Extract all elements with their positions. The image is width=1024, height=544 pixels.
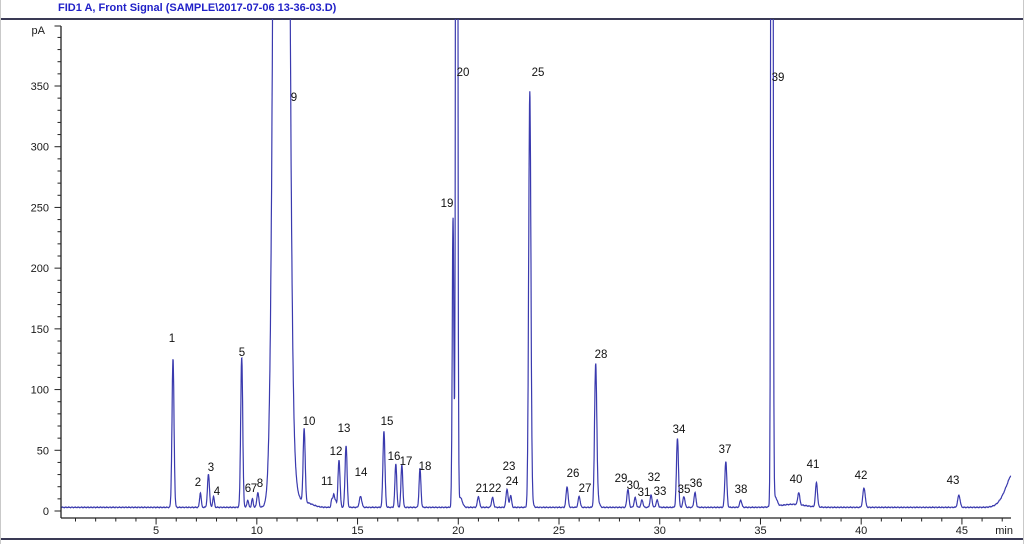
- peak-number-label: 3: [208, 462, 214, 474]
- x-tick-label: 25: [553, 525, 565, 537]
- peak-number-label: 28: [595, 349, 608, 361]
- peak-number-label: 27: [579, 483, 592, 495]
- peak-number-label: 6: [245, 483, 251, 495]
- peak-number-label: 31: [638, 487, 651, 499]
- peak-number-label: 34: [673, 424, 686, 436]
- x-tick-label: 40: [855, 525, 867, 537]
- x-tick-label: 15: [351, 525, 363, 537]
- peak-number-label: 16: [388, 451, 401, 463]
- peak-number-label: 20: [457, 67, 470, 79]
- y-tick-label: 250: [31, 202, 49, 214]
- peak-number-label: 26: [567, 468, 580, 480]
- peak-number-label: 43: [947, 475, 960, 487]
- peak-number-label: 21: [476, 483, 489, 495]
- x-tick-label: 45: [956, 525, 968, 537]
- y-tick-label: 100: [31, 385, 49, 397]
- peak-number-label: 9: [291, 92, 297, 104]
- peak-number-label: 12: [330, 446, 343, 458]
- chromatogram-title: FID1 A, Front Signal (SAMPLE\2017-07-06 …: [58, 2, 337, 14]
- peak-number-label: 35: [678, 484, 691, 496]
- peak-number-label: 29: [615, 473, 628, 485]
- peak-number-label: 38: [735, 484, 748, 496]
- peak-number-label: 4: [214, 486, 221, 498]
- peak-number-label: 39: [772, 72, 785, 84]
- peak-number-label: 15: [381, 416, 394, 428]
- x-tick-label: 10: [251, 525, 263, 537]
- peak-number-label: 5: [239, 347, 245, 359]
- signal-trace: [61, 19, 1012, 509]
- y-tick-label: 200: [31, 263, 49, 275]
- peak-number-label: 42: [855, 470, 868, 482]
- y-axis-unit-label: pA: [32, 25, 46, 37]
- peak-number-label: 25: [532, 67, 545, 79]
- y-tick-label: 50: [37, 445, 49, 457]
- y-tick-label: 350: [31, 81, 49, 93]
- x-tick-label: 30: [654, 525, 666, 537]
- peak-number-label: 17: [400, 456, 413, 468]
- peak-number-label: 23: [503, 461, 516, 473]
- y-tick-label: 150: [31, 324, 49, 336]
- peak-number-label: 37: [719, 444, 732, 456]
- peak-number-label: 14: [355, 467, 368, 479]
- y-tick-label: 300: [31, 142, 49, 154]
- x-tick-label: 20: [452, 525, 464, 537]
- peak-number-label: 13: [338, 423, 351, 435]
- y-tick-label: 0: [43, 506, 49, 518]
- peak-number-label: 41: [807, 459, 820, 471]
- title-divider: [1, 18, 1023, 20]
- x-tick-label: 5: [153, 525, 159, 537]
- peak-number-label: 33: [654, 486, 667, 498]
- peak-number-label: 32: [648, 472, 661, 484]
- x-axis-unit-label: min: [995, 525, 1013, 537]
- x-tick-label: 35: [754, 525, 766, 537]
- peak-number-label: 19: [441, 198, 454, 210]
- peak-number-label: 8: [257, 478, 263, 490]
- peak-number-label: 40: [790, 474, 803, 486]
- peak-number-label: 7: [251, 483, 257, 495]
- peak-number-label: 36: [690, 478, 703, 490]
- peak-number-label: 18: [419, 461, 432, 473]
- peak-number-label: 2: [195, 477, 201, 489]
- peak-number-label: 10: [303, 416, 316, 428]
- peak-number-label: 22: [489, 483, 502, 495]
- peak-number-label: 30: [627, 480, 640, 492]
- peak-number-label: 1: [169, 333, 175, 345]
- bottom-divider: [1, 538, 1023, 540]
- peak-number-label: 11: [321, 476, 333, 488]
- peak-number-label: 24: [506, 476, 519, 488]
